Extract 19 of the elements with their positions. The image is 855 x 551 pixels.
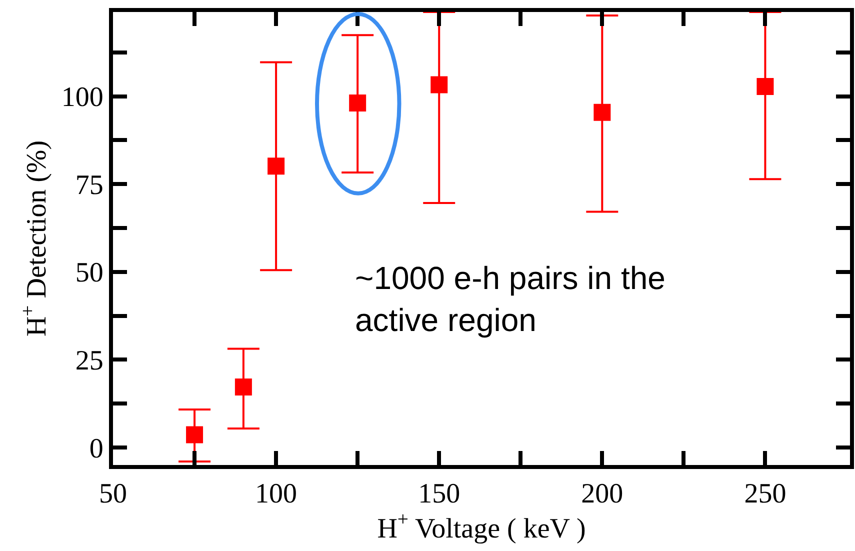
point [594, 104, 611, 121]
point [430, 76, 448, 94]
y-tick-label: 0 [89, 433, 104, 464]
point [349, 94, 366, 112]
y-tick-label: 100 [61, 82, 104, 114]
x-tick-label: 150 [418, 478, 460, 510]
x-tick-label: 100 [255, 478, 298, 510]
point [186, 426, 204, 444]
x-axis-title: H$^{+}$ Voltage ( keV ) [377, 510, 586, 544]
point [234, 378, 252, 396]
point [756, 78, 774, 95]
y-tick-label: 75 [75, 170, 104, 201]
y-tick-label: 50 [75, 258, 104, 289]
x-tick-label: 200 [581, 478, 624, 510]
annotation: ~1000 e-h pairs in the active region [355, 259, 666, 340]
x-tick-label: 50 [99, 478, 127, 510]
y-tick-label: 25 [75, 345, 104, 376]
point [268, 158, 285, 175]
x-tick-label: 250 [744, 478, 786, 510]
